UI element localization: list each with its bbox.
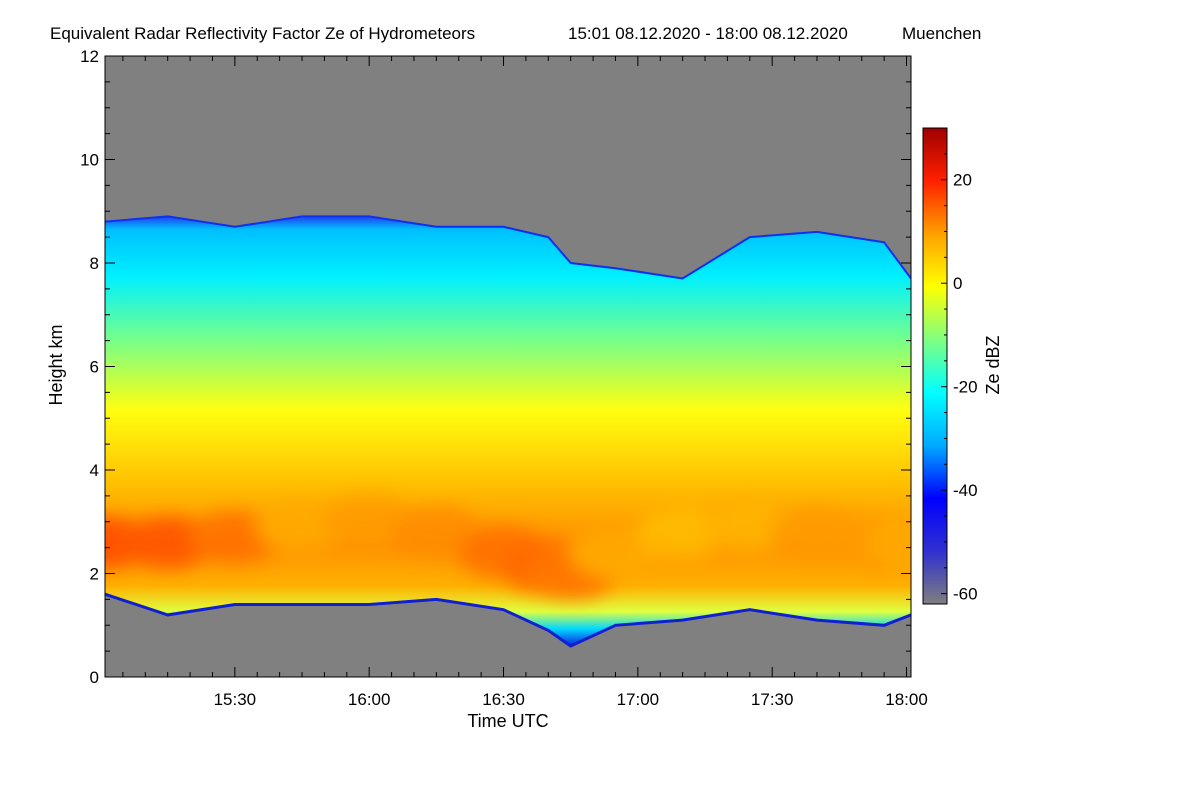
y-tick-label: 0 — [90, 668, 99, 687]
colorbar-tick-label: -60 — [953, 585, 978, 604]
cloud-top-edge — [105, 215, 911, 280]
core-point — [256, 500, 348, 553]
y-tick-label: 6 — [90, 358, 99, 377]
colorbar — [922, 127, 948, 605]
colorbar-label: Ze dBZ — [983, 335, 1003, 394]
chart-title: Equivalent Radar Reflectivity Factor Ze … — [50, 24, 475, 43]
y-axis-label: Height km — [46, 324, 66, 405]
colorbar-tick-label: 20 — [953, 171, 972, 190]
plot-area — [104, 55, 912, 678]
cloud-echo — [105, 216, 911, 646]
x-tick-label: 18:00 — [885, 690, 928, 709]
echo-layer — [105, 215, 911, 648]
cloud-base-edge — [105, 592, 911, 648]
x-axis-label: Time UTC — [467, 711, 548, 731]
colorbar-tick-label: -40 — [953, 481, 978, 500]
y-tick-label: 4 — [90, 461, 99, 480]
x-tick-label: 17:30 — [751, 690, 794, 709]
y-tick-label: 12 — [80, 47, 99, 66]
y-tick-label: 8 — [90, 254, 99, 273]
axis-ticks: 15:30 16:00 16:30 17:00 17:30 18:00 0 2 4 6 8 10 12 2… — [80, 47, 978, 709]
x-tick-label: 17:00 — [617, 690, 660, 709]
colorbar-tick-label: -20 — [953, 378, 978, 397]
colorbar-tick-label: 0 — [953, 274, 962, 293]
core-point — [569, 526, 662, 579]
x-tick-label: 15:30 — [214, 690, 257, 709]
chart-period: 15:01 08.12.2020 - 18:00 08.12.2020 — [568, 24, 848, 43]
core-point — [636, 506, 729, 559]
chart-location: Muenchen — [902, 24, 981, 43]
x-tick-label: 16:00 — [348, 690, 391, 709]
core-point — [390, 506, 483, 559]
y-tick-label: 10 — [80, 151, 99, 170]
core-point — [121, 516, 214, 569]
x-tick-label: 16:30 — [482, 690, 525, 709]
core-point — [703, 500, 796, 553]
reflectivity-core — [105, 495, 911, 600]
core-point — [865, 516, 911, 569]
y-tick-label: 2 — [90, 565, 99, 584]
